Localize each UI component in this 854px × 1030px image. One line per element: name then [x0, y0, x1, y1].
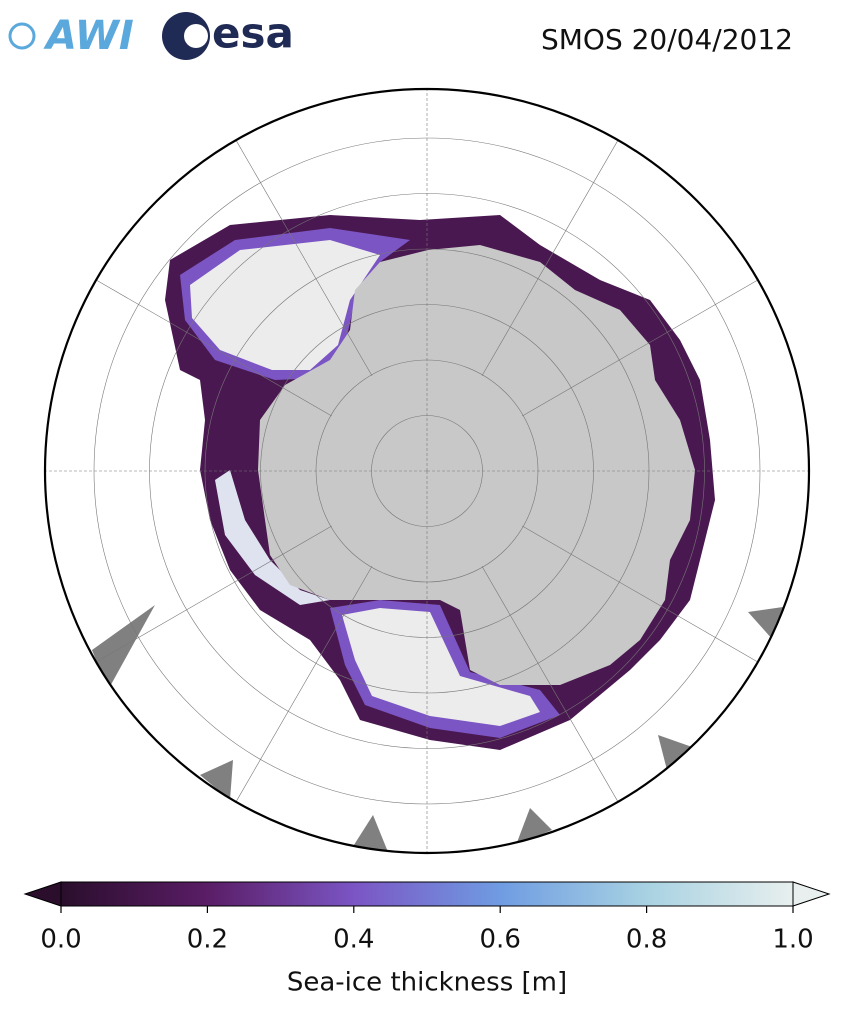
colorbar: Sea-ice thickness [m] 0.0 0.2 0.4 0.6 0.8 1.0 [23, 881, 831, 998]
logo-text: esa [212, 9, 294, 58]
colorbar-tick-label: 0.2 [187, 925, 228, 955]
meridian-line [96, 525, 332, 663]
logo-text: AWI [43, 13, 134, 59]
colorbar-tick-label: 1.0 [772, 925, 813, 955]
map-title: SMOS 20/04/2012 [541, 23, 793, 56]
esa-logo: esa [162, 9, 294, 60]
logo-ring [8, 22, 36, 50]
sea-ice-weddell [190, 240, 380, 370]
meridian-line [481, 140, 619, 376]
colorbar-ramp [60, 881, 794, 907]
colorbar-extend-low [23, 881, 62, 907]
awi-logo: AWI [8, 13, 134, 59]
meridian-line [96, 279, 332, 417]
other-land [92, 605, 783, 852]
colorbar-tick-label: 0.0 [40, 925, 81, 955]
sea-ice-band [215, 470, 330, 605]
meridian-line [481, 566, 619, 802]
sea-ice-ross [342, 608, 540, 726]
colorbar-tick-label: 0.4 [333, 925, 374, 955]
colorbar-extend-high [792, 881, 831, 907]
logo-mark [184, 24, 208, 48]
graticule [45, 89, 809, 853]
colorbar-label: Sea-ice thickness [m] [287, 968, 567, 998]
map [45, 89, 809, 853]
meridian-line [235, 140, 373, 376]
meridian-line [522, 525, 758, 663]
colorbar-tick-label: 0.8 [626, 925, 667, 955]
colorbar-tick-label: 0.6 [480, 925, 521, 955]
meridian-line [522, 279, 758, 417]
meridian-line [235, 566, 373, 802]
map-frame [43, 87, 811, 855]
